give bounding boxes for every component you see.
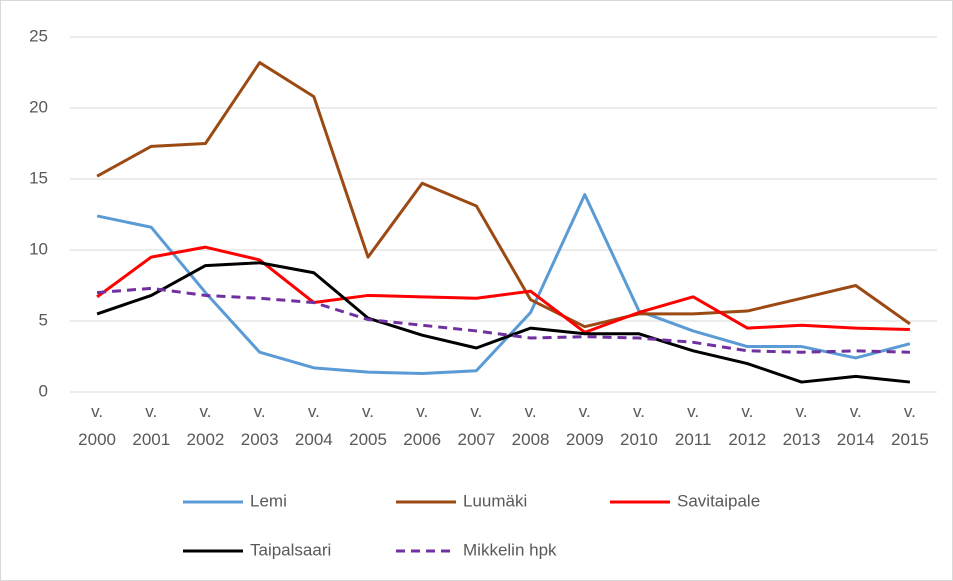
legend-label: Savitaipale — [677, 491, 760, 510]
x-tick-label: v. 2004 — [294, 402, 333, 449]
series-line — [96, 245, 910, 334]
legend-label: Luumäki — [463, 491, 527, 510]
y-tick-label: 10 — [29, 239, 48, 258]
x-tick-label: v. 2007 — [457, 402, 496, 449]
x-tick-label: v. 2009 — [565, 402, 604, 449]
legend-label: Mikkelin hpk — [463, 540, 557, 559]
x-tick-label: v. 2005 — [349, 402, 387, 449]
x-tick-label: v. 2006 — [403, 402, 442, 449]
x-tick-label: v. 2001 — [132, 402, 171, 449]
x-tick-label: v. 2015 — [890, 402, 929, 449]
x-tick-label: v. 2014 — [836, 402, 875, 449]
x-tick-label: v. 2012 — [728, 402, 767, 449]
x-tick-label: v. 2013 — [782, 402, 821, 449]
y-tick-label: 0 — [39, 381, 48, 400]
x-tick-label: v. 2000 — [78, 402, 116, 449]
y-tick-label: 5 — [39, 310, 48, 329]
y-tick-label: 25 — [29, 26, 48, 45]
y-tick-label: 15 — [29, 168, 48, 187]
legend-label: Taipalsaari — [250, 540, 331, 559]
y-tick-label: 20 — [29, 97, 48, 116]
series-line — [96, 261, 911, 384]
x-tick-label: v. 2008 — [511, 402, 550, 449]
series-line — [96, 193, 911, 376]
x-tick-label: v. 2003 — [240, 402, 279, 449]
series-line — [96, 286, 910, 354]
legend-label: Lemi — [250, 491, 287, 510]
x-tick-label: v. 2010 — [620, 402, 658, 449]
series-line — [96, 61, 911, 329]
x-tick-label: v. 2011 — [674, 402, 712, 449]
x-tick-label: v. 2002 — [186, 402, 225, 449]
